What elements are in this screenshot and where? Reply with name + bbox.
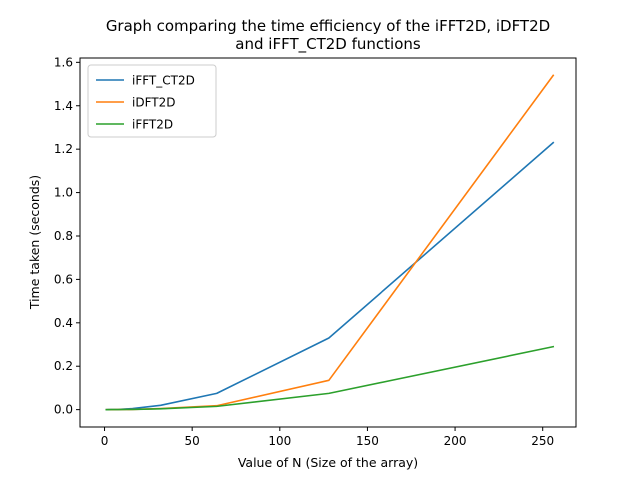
legend: iFFT_CT2D iDFT2D iFFT2D bbox=[87, 64, 217, 138]
chart-title-line-2: and iFFT_CT2D functions bbox=[235, 35, 421, 54]
series-line-ifft2d bbox=[105, 345, 555, 411]
y-tick-label: 0.6 bbox=[54, 272, 73, 286]
y-tick-label: 0.2 bbox=[54, 359, 73, 373]
x-tick-label: 150 bbox=[356, 434, 379, 448]
chart-title-line-1: Graph comparing the time efficiency of t… bbox=[106, 17, 550, 35]
series-line-ifft-ct2d bbox=[105, 141, 555, 411]
axes-frame bbox=[79, 57, 577, 428]
x-tick-label: 200 bbox=[444, 434, 467, 448]
y-tick-label: 1.2 bbox=[54, 142, 73, 156]
legend-box bbox=[87, 64, 217, 138]
legend-label-ifft2d: iFFT2D bbox=[132, 118, 173, 132]
x-tick-label: 0 bbox=[101, 434, 109, 448]
y-tick-label: 0.4 bbox=[54, 316, 73, 330]
legend-label-ifft-ct2d: iFFT_CT2D bbox=[132, 74, 195, 88]
y-tick-label: 0.0 bbox=[54, 403, 73, 417]
y-tick-label: 1.6 bbox=[54, 55, 73, 69]
plot-area: 0 50 100 150 200 250 0.0 0.2 0.4 0.6 0.8 1.0 1.2 1.4 1… bbox=[54, 55, 577, 448]
y-tick-label: 0.8 bbox=[54, 229, 73, 243]
y-axis-label: Time taken (seconds) bbox=[27, 175, 42, 310]
y-tick-label: 1.4 bbox=[54, 99, 73, 113]
y-tick-label: 1.0 bbox=[54, 186, 73, 200]
x-tick-label: 100 bbox=[268, 434, 291, 448]
x-axis-label: Value of N (Size of the array) bbox=[238, 455, 418, 470]
x-tick-label: 250 bbox=[531, 434, 554, 448]
x-tick-label: 50 bbox=[185, 434, 200, 448]
legend-label-idft2d: iDFT2D bbox=[132, 96, 175, 110]
